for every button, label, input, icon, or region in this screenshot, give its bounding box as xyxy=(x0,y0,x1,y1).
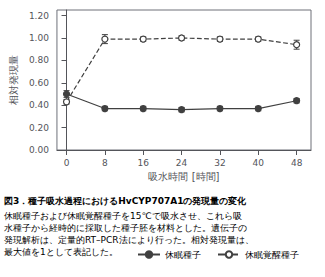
svg-text:1.00: 1.00 xyxy=(29,33,49,43)
svg-text:吸水時間 [時間]: 吸水時間 [時間] xyxy=(148,171,219,182)
svg-text:16: 16 xyxy=(137,158,149,168)
svg-text:休眠種子: 休眠種子 xyxy=(165,250,201,260)
svg-text:相対発現量: 相対発現量 xyxy=(8,55,19,105)
svg-text:1.20: 1.20 xyxy=(29,11,49,21)
svg-text:8: 8 xyxy=(102,158,108,168)
svg-text:48: 48 xyxy=(291,158,303,168)
svg-text:0.80: 0.80 xyxy=(29,55,49,65)
svg-text:最大値を1として表記した。: 最大値を1として表記した。 xyxy=(4,247,118,257)
svg-text:24: 24 xyxy=(176,158,188,168)
svg-text:0: 0 xyxy=(64,158,70,168)
svg-text:0.60: 0.60 xyxy=(29,78,49,88)
svg-text:図3．種子吸水過程におけるHvCYP707A1の発現量の変化: 図3．種子吸水過程におけるHvCYP707A1の発現量の変化 xyxy=(4,196,247,206)
svg-text:休眠覚醒種子: 休眠覚醒種子 xyxy=(245,250,299,260)
svg-text:水種子から経時的に採取した種子胚を材料とした。遺伝子の: 水種子から経時的に採取した種子胚を材料とした。遺伝子の xyxy=(4,223,247,233)
svg-text:40: 40 xyxy=(253,158,265,168)
svg-text:32: 32 xyxy=(214,158,225,168)
svg-text:0.20: 0.20 xyxy=(29,123,49,133)
svg-text:0.00: 0.00 xyxy=(29,145,49,155)
svg-text:休眠種子および休眠覚醒種子を15℃で吸水させ、これら吸: 休眠種子および休眠覚醒種子を15℃で吸水させ、これら吸 xyxy=(4,211,242,221)
svg-text:発現解析は、定量的RT–PCR法により行った。相対発現量は、: 発現解析は、定量的RT–PCR法により行った。相対発現量は、 xyxy=(4,235,254,245)
svg-text:0.40: 0.40 xyxy=(29,100,49,110)
